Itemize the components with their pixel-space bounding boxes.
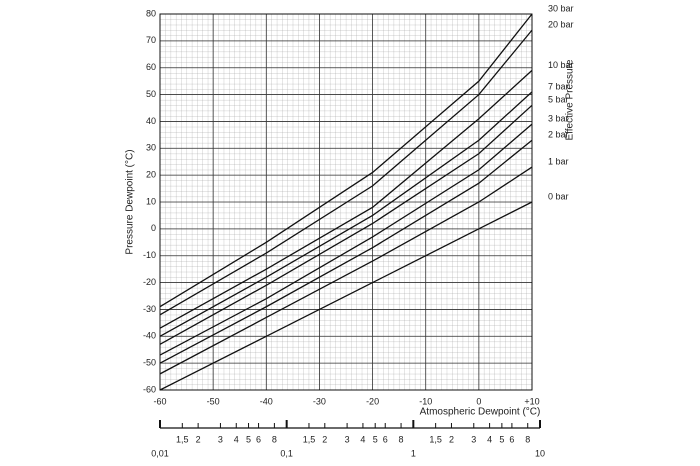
pressure-line: [159, 166, 533, 375]
scale-tick-label: 1,5: [429, 434, 442, 444]
scale-tick-label: 0,01: [151, 448, 169, 458]
scale-tick-label: 4: [487, 434, 492, 444]
scale-tick-label: 6: [383, 434, 388, 444]
x-axis-title: Atmospheric Dewpoint (°C): [420, 407, 541, 418]
y-tick-label: 10: [146, 196, 156, 206]
scale-tick-label: 6: [256, 434, 261, 444]
scale-tick-label: 1,5: [303, 434, 316, 444]
legend-label: 0 bar: [548, 191, 569, 201]
legend-label: 30 bar: [548, 3, 574, 13]
scale-tick-label: 4: [360, 434, 365, 444]
y-axis-title: Pressure Dewpoint (°C): [125, 149, 136, 254]
x-tick-label: -60: [153, 396, 166, 406]
pressure-line: [159, 91, 533, 337]
scale-tick-label: 10: [535, 448, 545, 458]
legend-title: Effective Pressure: [565, 59, 576, 140]
pressure-line: [159, 139, 533, 364]
y-tick-label: 30: [146, 143, 156, 153]
x-tick-label: +10: [524, 396, 539, 406]
legend-label: 1 bar: [548, 156, 569, 166]
y-tick-label: -60: [143, 384, 156, 394]
scale-tick-label: 6: [509, 434, 514, 444]
pressure-line: [159, 29, 533, 316]
scale-tick-label: 0,1: [280, 448, 293, 458]
y-tick-label: -10: [143, 250, 156, 260]
y-tick-label: 50: [146, 89, 156, 99]
y-tick-label: -40: [143, 331, 156, 341]
scale-tick-label: 4: [234, 434, 239, 444]
legend-label: 5 bar: [548, 95, 569, 105]
scale-tick-label: 3: [345, 434, 350, 444]
legend-label: 2 bar: [548, 130, 569, 140]
x-tick-label: -50: [207, 396, 220, 406]
legend-label: 10 bar: [548, 60, 574, 70]
y-tick-label: -30: [143, 304, 156, 314]
y-tick-label: 40: [146, 116, 156, 126]
legend-label: 3 bar: [548, 113, 569, 123]
y-tick-label: -50: [143, 358, 156, 368]
y-tick-label: 0: [151, 223, 156, 233]
scale-tick-label: 5: [373, 434, 378, 444]
scale-tick-label: 2: [449, 434, 454, 444]
y-tick-label: 70: [146, 35, 156, 45]
scale-tick-label: 3: [471, 434, 476, 444]
scale-tick-label: 8: [525, 434, 530, 444]
pressure-line: [159, 13, 533, 308]
legend-label: 7 bar: [548, 81, 569, 91]
y-tick-label: 80: [146, 8, 156, 18]
y-tick-label: 20: [146, 170, 156, 180]
x-tick-label: -10: [419, 396, 432, 406]
scale-tick-label: 2: [322, 434, 327, 444]
y-tick-label: 60: [146, 62, 156, 72]
scale-tick-label: 8: [272, 434, 277, 444]
pressure-line: [159, 123, 533, 356]
x-tick-label: 0: [476, 396, 481, 406]
scale-tick-label: 1: [411, 448, 416, 458]
scale-tick-label: 2: [196, 434, 201, 444]
y-tick-label: -20: [143, 277, 156, 287]
pressure-line: [159, 104, 533, 345]
pressure-line: [159, 69, 533, 329]
x-tick-label: -30: [313, 396, 326, 406]
scale-tick-label: 3: [218, 434, 223, 444]
pressure-line: [159, 201, 533, 391]
scale-tick-label: 5: [499, 434, 504, 444]
x-tick-label: -40: [260, 396, 273, 406]
x-tick-label: -20: [366, 396, 379, 406]
scale-tick-label: 8: [399, 434, 404, 444]
scale-tick-label: 1,5: [176, 434, 189, 444]
scale-tick-label: 5: [246, 434, 251, 444]
legend-label: 20 bar: [548, 19, 574, 29]
